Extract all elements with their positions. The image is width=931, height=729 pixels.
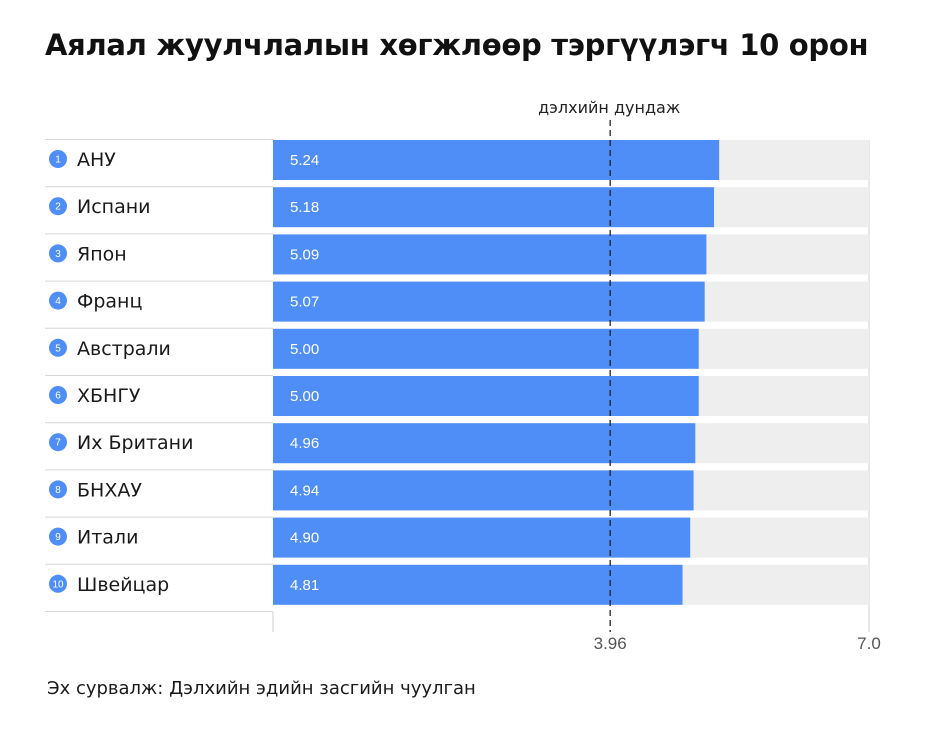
rank-badge [49, 244, 67, 263]
rank-number: 4 [55, 296, 61, 307]
rank-badge [49, 386, 67, 404]
bar-3 [273, 234, 707, 275]
country-label: Япон [77, 243, 127, 265]
rank-badge [49, 338, 67, 357]
bar-value-label: 5.18 [290, 199, 319, 216]
rank-number: 10 [52, 579, 64, 590]
x-tick-label: 7.0 [857, 634, 881, 653]
country-label: Швейцар [77, 574, 169, 596]
rank-number: 6 [55, 391, 61, 402]
bar-value-label: 5.07 [290, 294, 319, 311]
country-label: БНХАУ [77, 479, 142, 501]
bar-value-label: 4.81 [290, 577, 319, 594]
rank-badge [49, 574, 67, 593]
rank-badge [49, 150, 67, 168]
rank-badge [49, 433, 67, 452]
source-note: Эх сурвалж: Дэлхийн эдийн засгийн чуулга… [47, 678, 476, 699]
bar-10 [273, 564, 683, 605]
country-label: ХБНГУ [77, 385, 141, 407]
bar-value-label: 4.90 [290, 530, 319, 547]
rank-number: 2 [55, 202, 61, 213]
bar-value-label: 5.00 [290, 388, 319, 405]
bar-4 [273, 281, 705, 322]
country-label: АНУ [77, 149, 116, 171]
bar-7 [273, 423, 696, 464]
rank-number: 7 [55, 438, 61, 449]
rank-number: 3 [55, 249, 61, 260]
country-label: Австрали [77, 338, 171, 360]
bar-8 [273, 470, 694, 511]
bar-value-label: 4.96 [290, 435, 319, 452]
country-label: Франц [77, 291, 142, 313]
world-average-label: дэлхийн дундаж [538, 98, 680, 117]
rank-badge [49, 527, 67, 546]
rank-number: 8 [55, 485, 61, 496]
rank-badge [49, 480, 67, 499]
bar-9 [273, 517, 691, 558]
country-label: Итали [77, 527, 138, 549]
country-label: Их Британи [77, 432, 193, 454]
rank-number: 5 [55, 343, 61, 354]
bar-value-label: 5.00 [290, 341, 319, 358]
rank-number: 1 [55, 155, 61, 166]
bar-6 [273, 376, 699, 416]
country-label: Испани [77, 196, 151, 218]
bar-1 [273, 140, 720, 180]
bar-2 [273, 187, 715, 228]
rank-badge [49, 291, 67, 310]
x-tick-label: 3.96 [594, 634, 627, 653]
bar-value-label: 4.94 [290, 482, 319, 499]
rank-badge [49, 197, 67, 216]
bar-5 [273, 328, 699, 369]
rank-number: 9 [55, 532, 61, 543]
chart-title: Аялал жуулчлалын хөгжлөөр тэргүүлэгч 10 … [45, 28, 869, 62]
bar-value-label: 5.09 [290, 246, 319, 263]
bar-value-label: 5.24 [290, 152, 319, 169]
